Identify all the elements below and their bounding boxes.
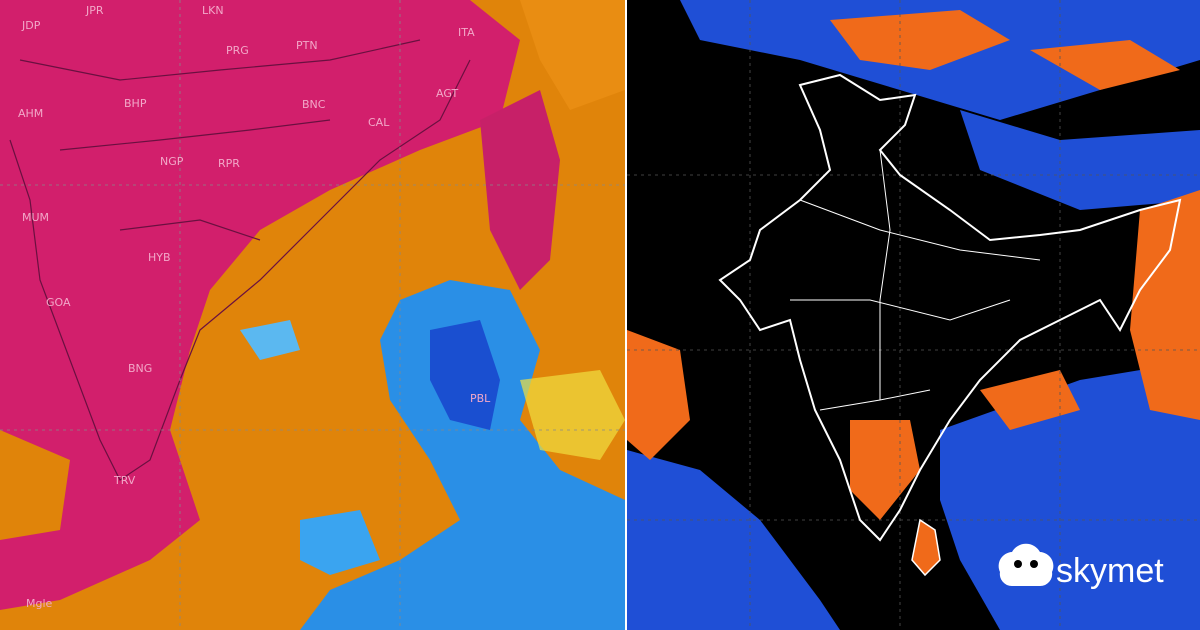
left-panel: JDP JPR LKN ITA PRG PTN AHM BHP BNC AGT …	[0, 0, 625, 630]
city-label: MUM	[22, 211, 49, 224]
cloud-cold	[300, 280, 625, 630]
cloud-orange	[1130, 190, 1200, 420]
city-label: BHP	[124, 97, 147, 110]
city-label: NGP	[160, 155, 184, 168]
city-label: JPR	[85, 4, 104, 17]
warm-area	[480, 90, 560, 290]
city-label: PTN	[296, 39, 318, 52]
lat-lon-grid	[627, 0, 1200, 630]
logo-text: skymet	[1056, 552, 1164, 590]
cloud-very-cold	[430, 320, 500, 430]
boundaries	[9, 39, 471, 481]
state-boundaries	[790, 149, 1041, 411]
cloud-orange	[627, 330, 690, 460]
cloud-cold	[240, 320, 300, 360]
city-label: CAL	[368, 116, 390, 129]
city-label: BNG	[128, 362, 152, 375]
city-label: ITA	[458, 26, 475, 39]
logo: skymet	[998, 543, 1164, 590]
city-label: TRV	[113, 474, 136, 487]
india-outline	[718, 73, 1182, 542]
city-label: PRG	[226, 44, 249, 57]
cloud-blue	[627, 450, 840, 630]
divider	[625, 0, 627, 630]
city-label: AGT	[436, 87, 458, 100]
cloud-orange	[1030, 40, 1180, 90]
cloud-orange	[980, 370, 1080, 430]
city-label: HYB	[148, 251, 171, 264]
sri-lanka	[911, 518, 941, 577]
cloud-orange	[850, 420, 920, 520]
logo-eye	[1030, 560, 1038, 568]
logo-icon	[998, 543, 1054, 587]
city-label: AHM	[18, 107, 43, 120]
city-label: Mgle	[26, 597, 53, 610]
warm-land	[0, 0, 520, 610]
cloud-orange	[830, 10, 1010, 70]
cloud-mid	[520, 370, 625, 460]
lat-lon-grid	[0, 0, 625, 630]
city-label: JDP	[21, 19, 41, 32]
city-label: RPR	[218, 157, 240, 170]
city-labels: JDP JPR LKN ITA PRG PTN AHM BHP BNC AGT …	[18, 4, 491, 610]
logo-eye	[1014, 560, 1022, 568]
city-label: GOA	[46, 296, 71, 309]
right-panel	[627, 0, 1200, 630]
cloud-area	[520, 0, 625, 110]
city-label: PBL	[470, 392, 491, 405]
city-label: LKN	[202, 4, 224, 17]
cloud-cold	[300, 510, 380, 575]
cloud-blue	[960, 110, 1200, 210]
cloud-area	[0, 430, 70, 540]
city-label: BNC	[302, 98, 326, 111]
